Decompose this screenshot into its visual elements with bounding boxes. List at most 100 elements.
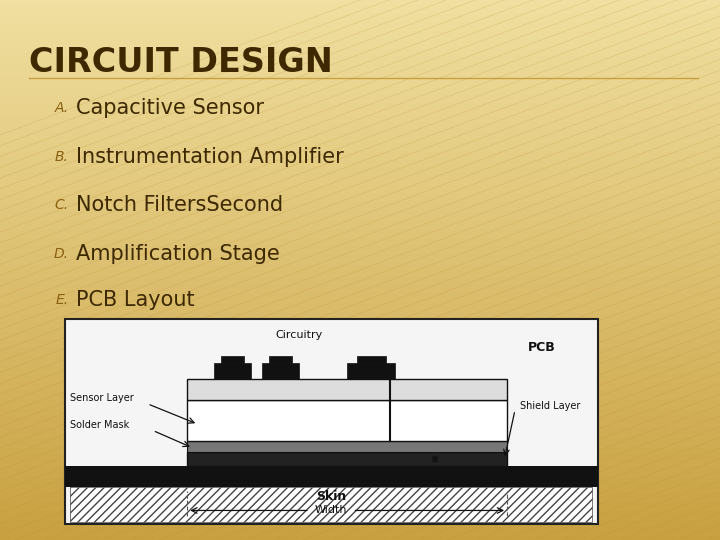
Bar bbox=[0, 412, 720, 414]
Bar bbox=[0, 79, 720, 81]
Bar bbox=[0, 398, 720, 400]
Bar bbox=[0, 162, 720, 164]
Bar bbox=[0, 223, 720, 225]
Bar bbox=[0, 409, 720, 410]
Bar bbox=[0, 528, 720, 529]
Bar bbox=[0, 366, 720, 367]
Bar bbox=[0, 320, 720, 322]
Bar bbox=[0, 304, 720, 306]
Bar bbox=[0, 308, 720, 309]
Bar bbox=[0, 522, 720, 524]
Bar bbox=[0, 407, 720, 409]
Bar bbox=[0, 416, 720, 417]
Bar bbox=[0, 173, 720, 174]
Bar bbox=[0, 502, 720, 504]
Bar bbox=[0, 468, 720, 470]
Bar bbox=[0, 288, 720, 290]
Bar bbox=[0, 147, 720, 150]
Bar bbox=[65, 467, 598, 487]
Bar bbox=[0, 459, 720, 461]
Bar bbox=[0, 113, 720, 115]
Bar bbox=[0, 470, 720, 471]
Bar bbox=[0, 265, 720, 266]
Bar bbox=[0, 174, 720, 177]
Bar bbox=[0, 128, 720, 130]
Bar bbox=[0, 54, 720, 56]
Bar bbox=[0, 319, 720, 320]
Bar bbox=[0, 504, 720, 506]
Bar bbox=[0, 389, 720, 390]
Bar bbox=[0, 450, 720, 452]
Bar bbox=[0, 157, 720, 158]
Bar bbox=[0, 259, 720, 261]
Bar bbox=[0, 493, 720, 495]
Bar bbox=[0, 205, 720, 207]
Bar bbox=[0, 11, 720, 12]
Bar bbox=[0, 34, 720, 36]
Bar bbox=[0, 234, 720, 236]
Bar bbox=[0, 524, 720, 525]
Bar bbox=[0, 471, 720, 474]
Bar bbox=[0, 238, 720, 239]
Bar bbox=[0, 535, 720, 536]
Bar bbox=[0, 297, 720, 299]
Bar bbox=[0, 193, 720, 194]
Bar bbox=[0, 353, 720, 355]
Bar bbox=[0, 371, 720, 373]
Bar bbox=[0, 293, 720, 295]
Bar bbox=[0, 177, 720, 178]
Bar bbox=[0, 140, 720, 142]
Bar bbox=[0, 339, 720, 340]
Bar bbox=[0, 0, 720, 2]
Bar bbox=[0, 23, 720, 25]
Bar bbox=[0, 362, 720, 363]
Bar bbox=[0, 358, 720, 360]
Bar bbox=[0, 56, 720, 58]
Bar bbox=[0, 207, 720, 209]
Bar bbox=[0, 184, 720, 185]
Bar bbox=[0, 187, 720, 189]
Bar bbox=[0, 373, 720, 374]
Bar bbox=[0, 463, 720, 464]
Bar bbox=[0, 112, 720, 113]
Bar bbox=[0, 529, 720, 531]
Bar bbox=[0, 444, 720, 447]
Bar bbox=[0, 241, 720, 243]
Bar bbox=[0, 315, 720, 317]
Bar bbox=[0, 455, 720, 457]
Bar bbox=[0, 81, 720, 83]
Bar bbox=[0, 255, 720, 258]
Bar bbox=[0, 400, 720, 401]
Bar bbox=[0, 221, 720, 223]
Bar bbox=[0, 292, 720, 293]
Bar bbox=[0, 45, 720, 47]
Bar bbox=[0, 475, 720, 477]
Bar bbox=[0, 261, 720, 263]
Bar bbox=[0, 272, 720, 274]
Bar bbox=[0, 428, 720, 430]
Bar bbox=[0, 382, 720, 383]
Bar bbox=[0, 488, 720, 490]
Text: Shield Layer: Shield Layer bbox=[521, 401, 581, 411]
Bar bbox=[0, 96, 720, 97]
Bar bbox=[0, 439, 720, 441]
Bar bbox=[0, 198, 720, 200]
Text: CIRCUIT DESIGN: CIRCUIT DESIGN bbox=[29, 46, 333, 79]
Bar bbox=[0, 340, 720, 342]
Bar bbox=[0, 160, 720, 162]
Bar bbox=[0, 119, 720, 120]
Bar bbox=[0, 31, 720, 32]
Bar bbox=[0, 239, 720, 241]
Bar bbox=[0, 72, 720, 74]
Bar bbox=[0, 77, 720, 79]
Bar bbox=[0, 454, 720, 455]
Bar bbox=[0, 344, 720, 346]
Text: A.: A. bbox=[54, 101, 68, 115]
Bar bbox=[0, 258, 720, 259]
Bar bbox=[0, 380, 720, 382]
Bar bbox=[0, 88, 720, 90]
Bar bbox=[0, 282, 720, 285]
Bar bbox=[0, 39, 720, 42]
Bar bbox=[0, 290, 720, 292]
Bar bbox=[0, 515, 720, 517]
